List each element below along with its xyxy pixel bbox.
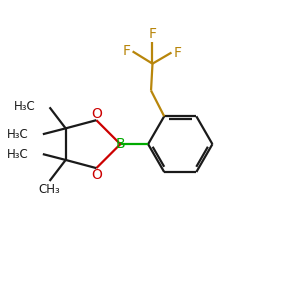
Text: CH₃: CH₃ — [39, 183, 60, 196]
Text: O: O — [91, 168, 102, 182]
Text: H₃C: H₃C — [7, 128, 29, 141]
Text: H₃C: H₃C — [14, 100, 35, 112]
Text: F: F — [148, 27, 157, 41]
Text: B: B — [116, 137, 125, 151]
Text: O: O — [91, 107, 102, 121]
Text: F: F — [122, 44, 130, 58]
Text: H₃C: H₃C — [7, 148, 29, 160]
Text: F: F — [174, 46, 182, 60]
